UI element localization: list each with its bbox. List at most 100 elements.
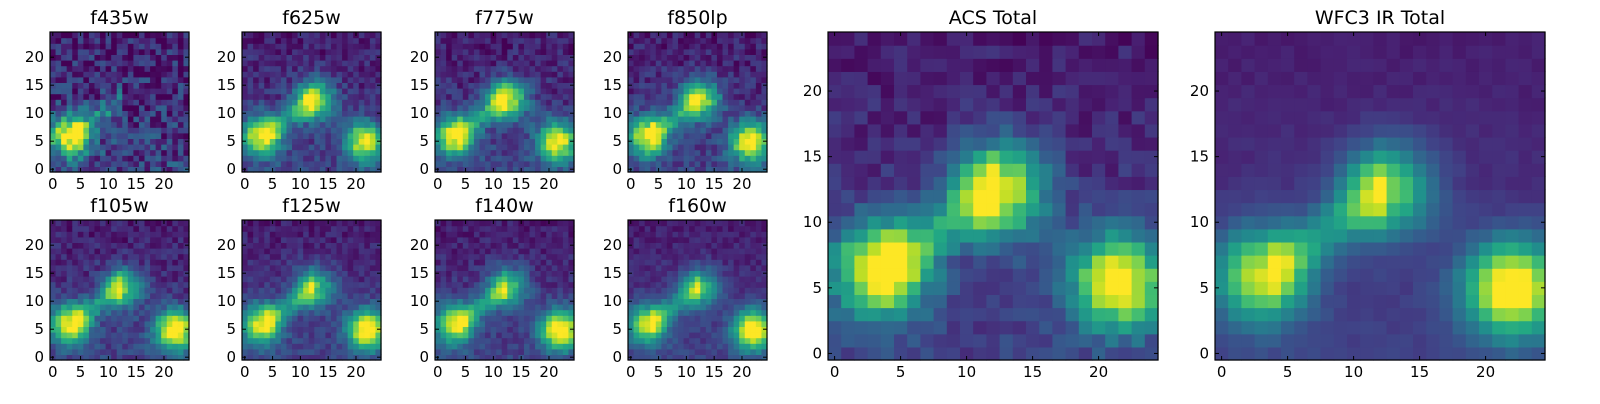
heatmap-cell bbox=[650, 276, 656, 282]
heatmap-cell bbox=[634, 270, 640, 276]
heatmap-cell bbox=[259, 338, 265, 344]
heatmap-cell bbox=[172, 298, 178, 304]
heatmap-cell bbox=[474, 116, 480, 122]
heatmap-cell bbox=[56, 343, 62, 349]
heatmap-cell bbox=[117, 99, 123, 105]
heatmap-cell bbox=[435, 237, 441, 243]
heatmap-cell bbox=[496, 259, 502, 265]
heatmap-cell bbox=[78, 265, 84, 271]
heatmap-cell bbox=[684, 99, 690, 105]
heatmap-cell bbox=[72, 144, 78, 150]
heatmap-cell bbox=[314, 220, 320, 226]
heatmap-cell bbox=[72, 254, 78, 260]
heatmap-cell bbox=[745, 276, 751, 282]
heatmap-cell bbox=[150, 349, 156, 355]
x-tick-label: 10 bbox=[99, 175, 118, 193]
x-tick-label: 5 bbox=[76, 363, 86, 381]
heatmap-cell bbox=[178, 88, 184, 94]
heatmap-cell bbox=[728, 332, 734, 338]
heatmap-cell bbox=[281, 43, 287, 49]
heatmap-cell bbox=[50, 310, 56, 316]
heatmap-cell bbox=[474, 293, 480, 299]
heatmap-cell bbox=[364, 116, 370, 122]
y-tick-label: 20 bbox=[25, 236, 44, 254]
heatmap-cell bbox=[518, 276, 524, 282]
heatmap-cell bbox=[50, 259, 56, 265]
heatmap-cell bbox=[557, 122, 563, 128]
heatmap-cell bbox=[446, 237, 452, 243]
heatmap-cell bbox=[325, 287, 331, 293]
heatmap-cell bbox=[678, 105, 684, 111]
heatmap-cell bbox=[106, 276, 112, 282]
heatmap-cell bbox=[67, 71, 73, 77]
heatmap-cell bbox=[750, 99, 756, 105]
heatmap-cell bbox=[248, 349, 254, 355]
heatmap-cell bbox=[139, 220, 145, 226]
heatmap-cell bbox=[552, 94, 558, 100]
heatmap-cell bbox=[463, 259, 469, 265]
heatmap-cell bbox=[496, 105, 502, 111]
heatmap-cells bbox=[435, 220, 575, 361]
heatmap-cell bbox=[695, 60, 701, 66]
heatmap-cell bbox=[457, 310, 463, 316]
heatmap-cell bbox=[689, 326, 695, 332]
heatmap-cell bbox=[756, 138, 762, 144]
heatmap-cell bbox=[83, 343, 89, 349]
heatmap-cell bbox=[656, 321, 662, 327]
heatmap-cell bbox=[479, 270, 485, 276]
heatmap-cell bbox=[78, 310, 84, 316]
heatmap-cell bbox=[441, 94, 447, 100]
heatmap-cell bbox=[111, 43, 117, 49]
heatmap-cell bbox=[156, 116, 162, 122]
heatmap-cell bbox=[270, 82, 276, 88]
heatmap-cell bbox=[89, 338, 95, 344]
heatmap-cell bbox=[518, 110, 524, 116]
heatmap-cell bbox=[167, 282, 173, 288]
heatmap-cell bbox=[67, 32, 73, 38]
heatmap-cell bbox=[50, 349, 56, 355]
heatmap-cell bbox=[292, 94, 298, 100]
heatmap-cell bbox=[645, 38, 651, 44]
heatmap-cell bbox=[342, 349, 348, 355]
heatmap-cell bbox=[546, 242, 552, 248]
heatmap-cell bbox=[303, 237, 309, 243]
heatmap-cell bbox=[161, 248, 167, 254]
heatmap-cell bbox=[739, 71, 745, 77]
heatmap-cell bbox=[364, 349, 370, 355]
heatmap-cell bbox=[457, 338, 463, 344]
heatmap-cell bbox=[106, 99, 112, 105]
heatmap-cell bbox=[117, 265, 123, 271]
heatmap-cell bbox=[94, 242, 100, 248]
heatmap-cell bbox=[734, 127, 740, 133]
heatmap-cell bbox=[320, 82, 326, 88]
heatmap-cell bbox=[563, 315, 569, 321]
heatmap-cell bbox=[172, 99, 178, 105]
heatmap-cell bbox=[248, 226, 254, 232]
heatmap-cell bbox=[264, 298, 270, 304]
heatmap-cell bbox=[303, 242, 309, 248]
heatmap-cell bbox=[50, 77, 56, 83]
heatmap-cell bbox=[122, 49, 128, 55]
heatmap-cell bbox=[281, 265, 287, 271]
heatmap-cell bbox=[479, 110, 485, 116]
heatmap-cell bbox=[435, 38, 441, 44]
heatmap-cell bbox=[342, 32, 348, 38]
heatmap-cell bbox=[546, 282, 552, 288]
heatmap-cell bbox=[100, 338, 106, 344]
heatmap-cell bbox=[150, 155, 156, 161]
heatmap-cell bbox=[745, 332, 751, 338]
heatmap-cell bbox=[518, 77, 524, 83]
heatmap-cell bbox=[739, 105, 745, 111]
heatmap-cell bbox=[468, 326, 474, 332]
heatmap-cell bbox=[359, 43, 365, 49]
heatmap-cell bbox=[56, 293, 62, 299]
heatmap-cell bbox=[734, 321, 740, 327]
heatmap-cell bbox=[496, 242, 502, 248]
heatmap-cell bbox=[446, 116, 452, 122]
heatmap-cell bbox=[513, 304, 519, 310]
heatmap-cell bbox=[734, 60, 740, 66]
heatmap-cell bbox=[309, 66, 315, 72]
heatmap-cell bbox=[474, 237, 480, 243]
heatmap-cell bbox=[468, 270, 474, 276]
heatmap-cell bbox=[348, 282, 354, 288]
